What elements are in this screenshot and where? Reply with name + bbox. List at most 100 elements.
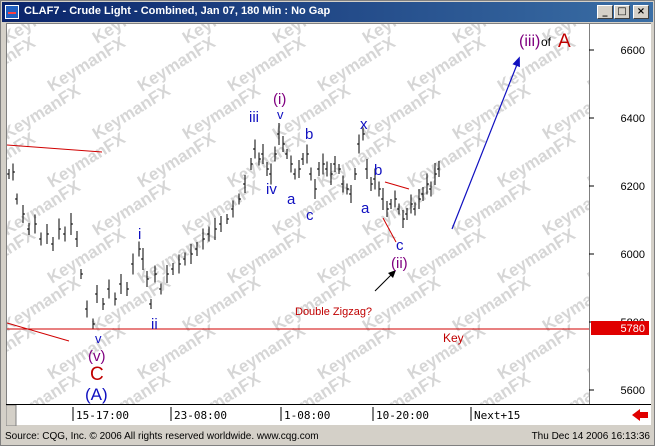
watermark-text: KeymanFX [539,368,589,404]
support-line [7,322,70,342]
watermark-text: KeymanFX [134,128,219,191]
wave-of-label: of [541,35,552,49]
wave-c2-label: c [396,237,404,254]
y-tick-label: 6200 [621,181,645,193]
wave-i-label: (i) [273,91,286,108]
window-title: CLAF7 - Crude Light - Combined, Jan 07, … [24,5,331,17]
watermark-text: KeymanFX [449,368,534,404]
watermark-text: KeymanFX [224,32,309,95]
watermark-text: KeymanFX [404,128,489,191]
watermark-text: KeymanFX [269,368,354,404]
watermark-layer: KeymanFX KeymanFX KeymanFX KeymanFX KeymanFX… [7,24,589,404]
restore-button[interactable]: □ [614,5,630,19]
close-button[interactable]: × [633,5,649,19]
watermark-text: KeymanFX [7,368,84,404]
key-price-label: 5780 [621,323,645,335]
wave-x-label: x [360,116,368,133]
wave-v-under-i-label: v [277,107,284,122]
watermark-text: KeymanFX [44,128,129,191]
watermark-text: KeymanFX [89,80,174,143]
watermark-text: KeymanFX [494,128,579,191]
chart-app-icon [5,5,19,19]
x-tick-label-1: 23-08:00 [174,409,227,422]
wave-A-paren-label: (A) [85,385,108,404]
watermark-text: KeymanFX [359,368,444,404]
wave-iii-label: (iii) [519,33,540,50]
wave-b2-label: b [374,162,382,179]
watermark-text: KeymanFX [224,224,309,287]
status-datetime: Thu Dec 14 2006 16:13:36 [531,431,650,442]
watermark-text: KeymanFX [134,32,219,95]
status-bar: Source: CQG, Inc. © 2006 All rights rese… [1,429,654,445]
zigzag-pointer-head [388,270,396,278]
time-axis-svg: 15-17:00 23-08:00 1-08:00 10-20:00 Next+… [5,404,648,427]
channel-line-upper [384,181,410,190]
wave-a-label: a [287,191,296,208]
wave-v-bottom-label: v [95,331,102,346]
key-price-box [591,321,649,335]
watermark-text: KeymanFX [314,32,399,95]
projection-arrow-head [512,56,520,68]
wave-a2-label: a [361,200,370,217]
wave-c-label: c [306,207,314,224]
wave-ii-small-label: ii [151,316,158,333]
watermark-text: KeymanFX [449,272,534,335]
copyright-text: Source: CQG, Inc. © 2006 All rights rese… [5,431,319,442]
watermark-text: KeymanFX [359,272,444,335]
resistance-line [7,144,103,153]
title-bar[interactable]: CLAF7 - Crude Light - Combined, Jan 07, … [2,2,653,22]
price-axis-svg: 660064006200600058005600 5780 [588,24,649,405]
wave-i-small-label: i [138,226,141,243]
zigzag-pointer-line [374,272,394,292]
key-label: Key [443,331,464,345]
minimize-button[interactable]: _ [597,5,613,19]
wave-iv-label: iv [266,181,277,198]
watermark-text: KeymanFX [44,224,129,287]
watermark-text: KeymanFX [179,176,264,239]
y-tick-label: 6400 [621,113,645,125]
watermark-text: KeymanFX [404,224,489,287]
watermark-text: KeymanFX [224,320,309,383]
watermark-text: KeymanFX [404,32,489,95]
scroll-right-arrow-icon[interactable] [632,409,648,421]
price-bars [7,123,440,330]
watermark-text: KeymanFX [449,80,534,143]
wave-v-paren-label: (v) [88,348,106,365]
watermark-text: KeymanFX [134,320,219,383]
watermark-text: KeymanFX [494,320,579,383]
price-axis[interactable]: 660064006200600058005600 5780 [588,23,651,405]
watermark-text: KeymanFX [449,176,534,239]
watermark-text: KeymanFX [404,320,489,383]
y-tick-label: 5600 [621,385,645,397]
time-axis[interactable]: 15-17:00 23-08:00 1-08:00 10-20:00 Next+… [5,404,651,427]
next-bars-label[interactable]: Next+15 [474,409,520,422]
wave-A-target-label: A [558,31,571,52]
price-chart[interactable]: KeymanFX KeymanFX KeymanFX KeymanFX KeymanFX… [6,23,589,404]
wave-iii-small-label: iii [249,109,259,126]
x-tick-label-2: 1-08:00 [284,409,330,422]
watermark-text: KeymanFX [179,272,264,335]
watermark-text: KeymanFX [89,272,174,335]
y-tick-label: 6000 [621,249,645,261]
watermark-text: KeymanFX [269,272,354,335]
price-chart-svg: KeymanFX KeymanFX KeymanFX KeymanFX KeymanFX… [7,24,589,404]
watermark-text: KeymanFX [314,320,399,383]
watermark-text: KeymanFX [359,80,444,143]
x-tick-label-0: 15-17:00 [76,409,129,422]
scroll-left-handle[interactable] [5,404,17,427]
x-tick-label-3: 10-20:00 [376,409,429,422]
watermark-text: KeymanFX [179,368,264,404]
watermark-text: KeymanFX [89,176,174,239]
watermark-text: KeymanFX [494,224,579,287]
channel-line-lower [382,217,397,243]
watermark-text: KeymanFX [44,32,129,95]
projection-arrow-line [451,61,519,230]
wave-b-label: b [305,126,313,143]
double-zigzag-label: Double Zigzag? [295,306,372,318]
wave-C-label: C [90,364,104,385]
watermark-text: KeymanFX [314,224,399,287]
watermark-text: KeymanFX [44,320,129,383]
wave-ii-label: (ii) [391,255,408,272]
y-tick-label: 6600 [621,45,645,57]
